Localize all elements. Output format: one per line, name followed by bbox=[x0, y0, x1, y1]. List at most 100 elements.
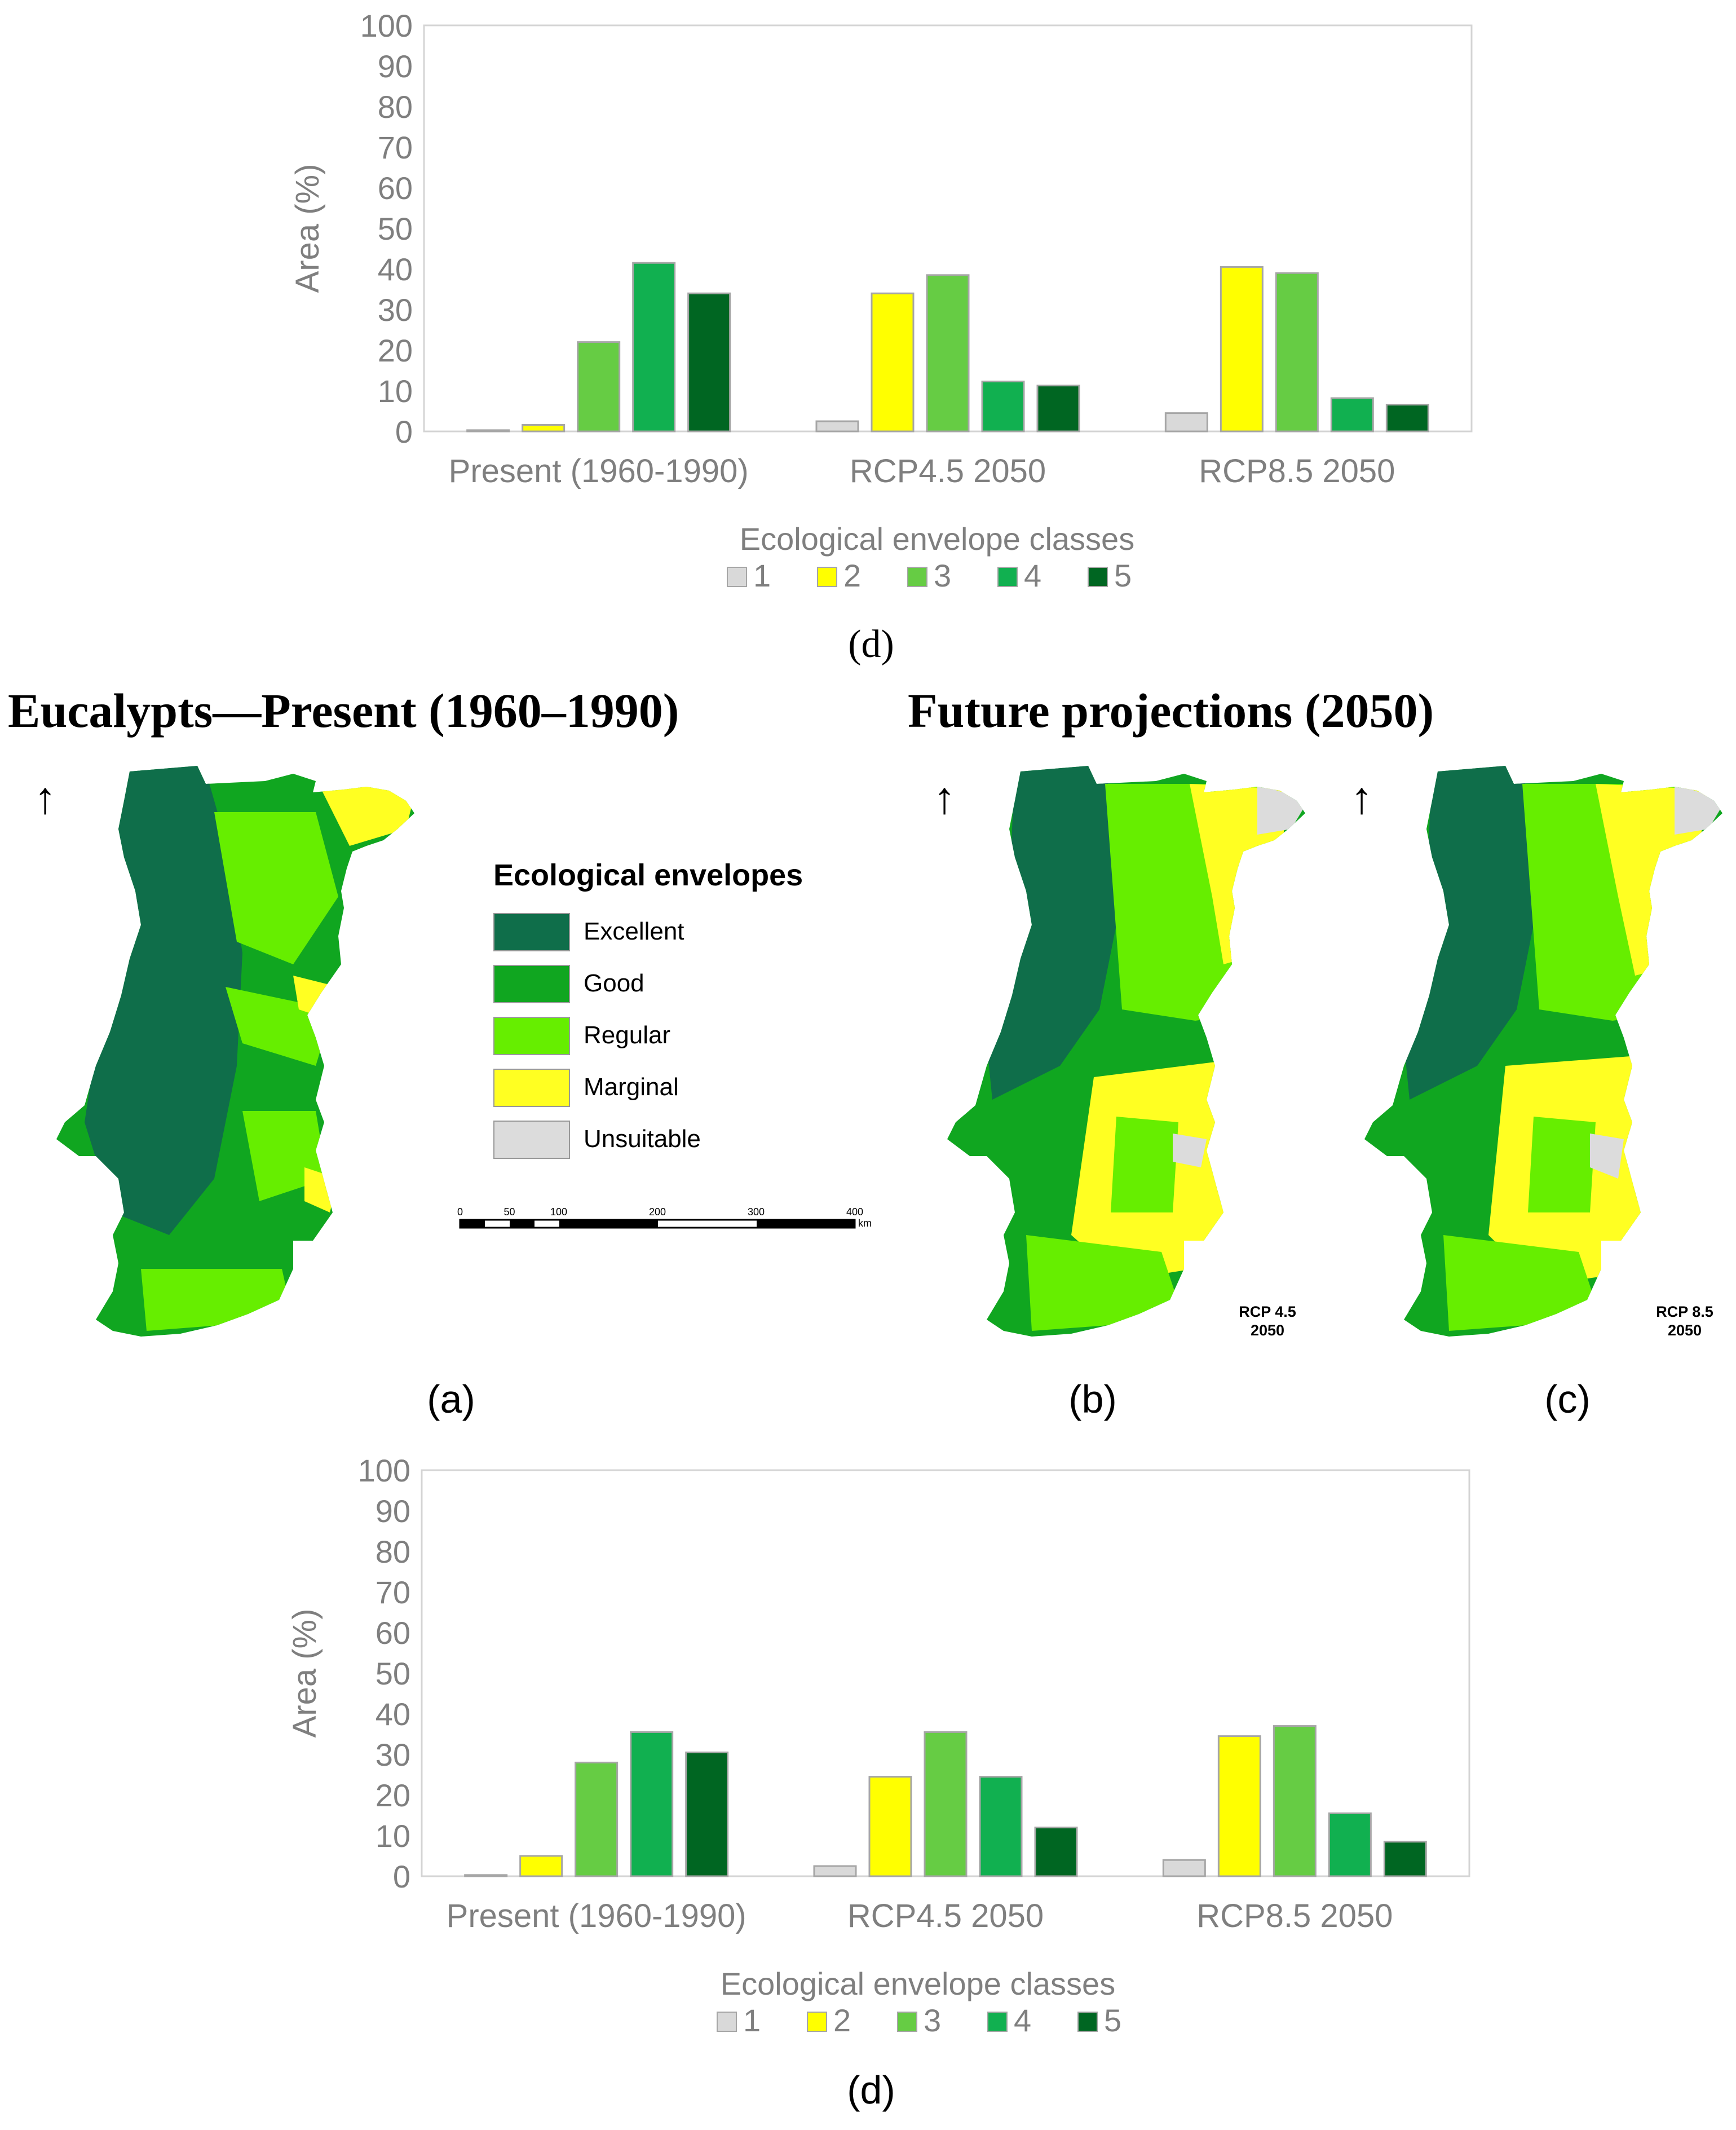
bar-class-4 bbox=[981, 380, 1025, 433]
y-tick-label: 20 bbox=[378, 333, 413, 368]
legend-label-3: 3 bbox=[924, 2003, 941, 2038]
map-legend-label: Good bbox=[584, 969, 644, 997]
panel-label-d: (d) bbox=[848, 623, 894, 666]
bar-class-2 bbox=[871, 292, 915, 433]
bar-class-1 bbox=[815, 420, 859, 433]
y-tick-label: 10 bbox=[376, 1818, 410, 1854]
map-legend-swatch bbox=[493, 1069, 570, 1107]
legend-swatch-5 bbox=[1088, 567, 1108, 587]
panel-label-c: (c) bbox=[1544, 1377, 1591, 1421]
maps-canvas: ↑ Ecological envelopes Excellent Good Regu… bbox=[34, 766, 1722, 1421]
legend-label-5: 5 bbox=[1114, 558, 1132, 593]
legend-label-1: 1 bbox=[743, 2003, 761, 2038]
legend-label-4: 4 bbox=[1014, 2003, 1031, 2038]
bar-class-4 bbox=[979, 1776, 1023, 1877]
bar-class-5 bbox=[1036, 385, 1080, 433]
y-tick-label: 40 bbox=[378, 252, 413, 287]
y-tick-label: 30 bbox=[376, 1737, 410, 1772]
x-tick-label: RCP8.5 2050 bbox=[1199, 453, 1395, 489]
x-tick-label: RCP4.5 2050 bbox=[850, 453, 1046, 489]
y-tick-label: 30 bbox=[378, 292, 413, 328]
bar-chart-bottom: Area (%) 0 10 20 30 40 50 60 70 80 90 100 Present … bbox=[286, 1453, 1470, 2112]
bar-class-3 bbox=[926, 274, 970, 433]
maps-section: Eucalypts—Present (1960–1990) Future pro… bbox=[0, 671, 1736, 1449]
north-arrow-b: ↑ bbox=[933, 773, 956, 823]
panel-label-a: (a) bbox=[427, 1377, 475, 1421]
x-tick-label: RCP4.5 2050 bbox=[847, 1898, 1044, 1934]
panel-label-b: (b) bbox=[1068, 1377, 1117, 1421]
panel-label-d: (d) bbox=[847, 2068, 895, 2112]
scale-tick-label: 300 bbox=[748, 1206, 765, 1218]
bar-class-4 bbox=[1328, 1812, 1372, 1877]
map-rcp45 bbox=[947, 766, 1305, 1337]
bar-class-3 bbox=[575, 1761, 619, 1877]
bar-class-5 bbox=[1385, 403, 1429, 433]
map-b-label-line1: RCP 4.5 bbox=[1239, 1303, 1296, 1320]
y-tick-label: 100 bbox=[360, 8, 413, 43]
y-tick-label: 80 bbox=[378, 89, 413, 125]
legend-swatch-5 bbox=[1077, 2012, 1098, 2032]
bar-class-2 bbox=[519, 1855, 563, 1877]
y-tick-label: 90 bbox=[378, 48, 413, 84]
bar-class-5 bbox=[1383, 1841, 1427, 1877]
legend-swatch-3 bbox=[897, 2012, 917, 2032]
legend-title: Ecological envelope classes bbox=[740, 521, 1134, 557]
y-tick-label: 90 bbox=[376, 1493, 410, 1529]
scale-tick-label: 400 bbox=[846, 1206, 863, 1218]
scale-bar: 0 50 100 200 300 400 km bbox=[457, 1206, 872, 1229]
x-tick-label: Present (1960-1990) bbox=[447, 1898, 746, 1934]
bar-class-1 bbox=[464, 1874, 508, 1877]
present-map-title: Eucalypts—Present (1960–1990) bbox=[8, 683, 679, 738]
scale-tick-label: 100 bbox=[550, 1206, 567, 1218]
north-arrow-a: ↑ bbox=[34, 773, 56, 823]
legend-swatch-2 bbox=[807, 2012, 827, 2032]
bar-class-5 bbox=[1034, 1827, 1078, 1877]
legend-label-1: 1 bbox=[753, 558, 771, 593]
map-rcp85 bbox=[1364, 766, 1722, 1337]
bar-class-3 bbox=[924, 1731, 968, 1877]
north-arrow-c: ↑ bbox=[1350, 773, 1373, 823]
y-tick-label: 50 bbox=[376, 1656, 410, 1691]
scale-tick-label: 0 bbox=[457, 1206, 463, 1218]
y-tick-label: 60 bbox=[378, 170, 413, 206]
bar-class-2 bbox=[868, 1776, 912, 1877]
bar-class-3 bbox=[577, 341, 621, 433]
y-tick-label: 70 bbox=[376, 1575, 410, 1610]
map-legend: Ecological envelopes Excellent Good Regula… bbox=[493, 858, 803, 1159]
y-tick-label: 10 bbox=[378, 373, 413, 409]
scale-unit: km bbox=[858, 1218, 872, 1229]
x-tick-label: RCP8.5 2050 bbox=[1196, 1898, 1393, 1934]
bar-class-4 bbox=[632, 262, 676, 433]
legend-label-3: 3 bbox=[934, 558, 951, 593]
y-tick-label: 50 bbox=[378, 211, 413, 246]
legend-label-4: 4 bbox=[1024, 558, 1041, 593]
x-tick-label: Present (1960-1990) bbox=[449, 453, 749, 489]
map-b-label-line2: 2050 bbox=[1251, 1322, 1284, 1339]
map-c-label-line1: RCP 8.5 bbox=[1656, 1303, 1713, 1320]
map-legend-swatch bbox=[493, 913, 570, 951]
bar-class-5 bbox=[687, 292, 731, 433]
y-axis-label: Area (%) bbox=[286, 1609, 323, 1738]
bar-class-1 bbox=[813, 1865, 857, 1877]
scale-tick-label: 50 bbox=[503, 1206, 515, 1218]
bar-class-4 bbox=[1330, 397, 1374, 433]
legend-label-2: 2 bbox=[843, 558, 861, 593]
map-legend-swatch bbox=[493, 1121, 570, 1159]
bar-class-4 bbox=[630, 1731, 674, 1877]
bar-class-2 bbox=[1220, 266, 1264, 433]
legend-swatch-4 bbox=[997, 567, 1018, 587]
map-present bbox=[56, 766, 414, 1337]
map-legend-swatch bbox=[493, 965, 570, 1003]
legend-label-2: 2 bbox=[833, 2003, 851, 2038]
y-tick-label: 60 bbox=[376, 1615, 410, 1651]
y-tick-label: 20 bbox=[376, 1778, 410, 1813]
legend-swatch-1 bbox=[727, 567, 747, 587]
y-tick-label: 70 bbox=[378, 130, 413, 165]
bar-class-2 bbox=[522, 424, 566, 433]
future-map-title: Future projections (2050) bbox=[908, 683, 1434, 738]
y-tick-label: 0 bbox=[395, 414, 413, 449]
bar-class-1 bbox=[466, 429, 510, 433]
y-tick-label: 100 bbox=[358, 1453, 410, 1488]
map-c-label-line2: 2050 bbox=[1668, 1322, 1702, 1339]
legend-swatch-2 bbox=[817, 567, 837, 587]
